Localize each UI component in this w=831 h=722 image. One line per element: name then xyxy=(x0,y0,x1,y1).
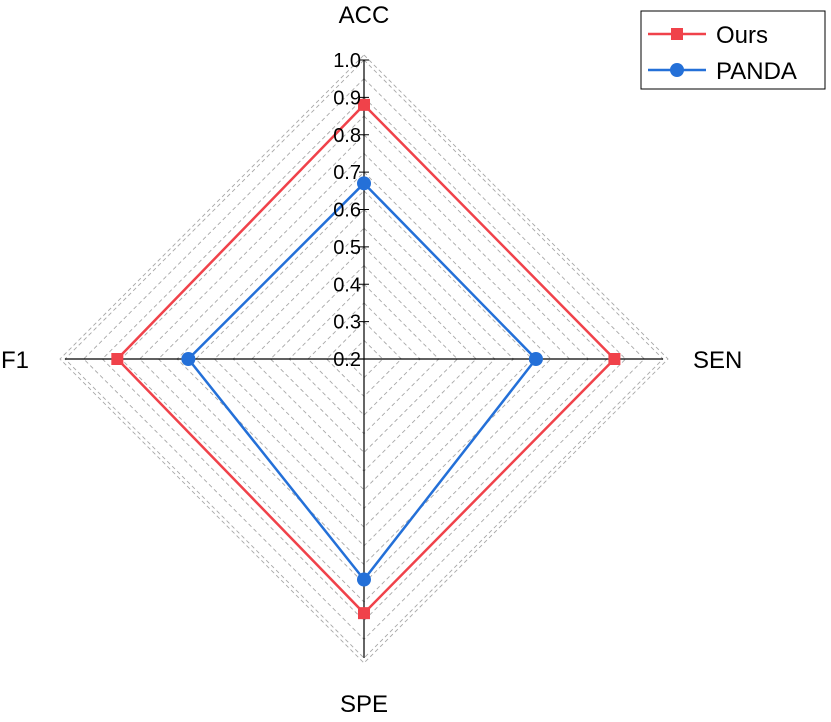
grid-ring xyxy=(307,302,421,416)
axis-label-f1: F1 xyxy=(1,347,29,374)
tick-label: 1.0 xyxy=(333,50,361,72)
radar-series xyxy=(111,98,621,620)
tick-label: 0.7 xyxy=(333,162,361,184)
grid-ring xyxy=(101,96,627,622)
tick-label: 0.3 xyxy=(333,312,361,334)
tick-label: 0.5 xyxy=(333,237,361,259)
radar-axes xyxy=(65,59,663,658)
axis-label-acc: ACC xyxy=(339,2,390,29)
tick-label: 0.4 xyxy=(333,274,361,296)
legend-label-panda: PANDA xyxy=(716,58,797,85)
grid-ring xyxy=(232,227,496,491)
data-point-panda-acc xyxy=(357,176,371,191)
axis-label-sen: SEN xyxy=(693,347,742,374)
grid-ring xyxy=(195,190,533,528)
tick-label: 0.8 xyxy=(333,125,361,147)
axis-label-spe: SPE xyxy=(340,691,388,718)
legend-label-ours: Ours xyxy=(716,22,768,49)
tick-label: 0.2 xyxy=(333,349,361,371)
data-point-panda-spe xyxy=(357,572,371,587)
data-point-ours-sen xyxy=(608,353,621,365)
legend: Ours PANDA xyxy=(640,10,826,90)
data-point-ours-acc xyxy=(358,98,370,111)
radial-tick-labels: 1.0 0.9 0.8 0.7 0.6 0.5 0.4 0.3 0.2 xyxy=(333,50,361,371)
legend-marker-panda xyxy=(670,63,684,77)
grid-ring xyxy=(139,134,589,584)
tick-label: 0.6 xyxy=(333,200,361,222)
tick-label: 0.9 xyxy=(333,87,361,109)
grid-ring xyxy=(64,59,664,659)
legend-marker-ours xyxy=(671,28,683,40)
data-point-panda-sen xyxy=(528,352,543,366)
data-point-ours-f1 xyxy=(111,353,124,365)
legend-box xyxy=(640,10,826,90)
data-point-ours-spe xyxy=(358,607,370,620)
data-point-panda-f1 xyxy=(181,352,196,366)
